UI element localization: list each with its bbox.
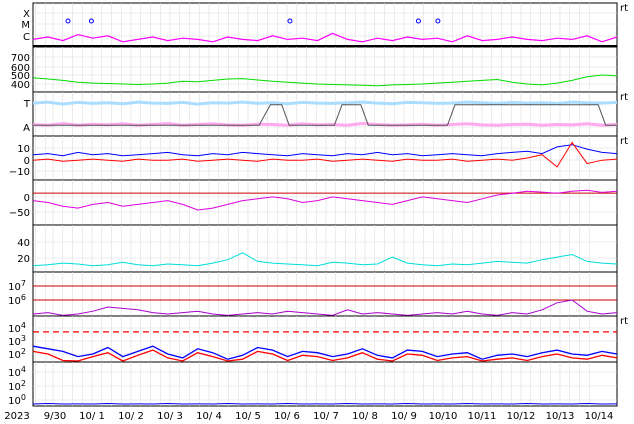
y-tick-label: 20 (17, 254, 30, 265)
series-line (33, 104, 617, 126)
y-tick-label: 102 (8, 379, 26, 393)
event-marker (287, 18, 293, 24)
y-tick-label: 100 (8, 393, 26, 407)
event-marker (435, 18, 441, 24)
series-line (32, 402, 618, 405)
y-tick-label: 103 (8, 334, 26, 348)
panel-frame (32, 361, 618, 407)
y-tick-label: −10 (9, 167, 30, 178)
x-tick-label: 9/30 (44, 411, 66, 422)
y-tick-label: A (23, 123, 30, 134)
series-line (32, 345, 618, 360)
panel-frame (32, 179, 618, 226)
panel-frame (32, 2, 618, 48)
x-tick-label: 10/ 4 (196, 411, 222, 422)
series-line (32, 74, 618, 87)
y-tick-label: 0 (24, 156, 30, 167)
x-tick-label: 10/ 2 (118, 411, 144, 422)
y-tick-label: −50 (9, 208, 30, 219)
panel-frame (32, 135, 618, 181)
series-line (32, 100, 618, 106)
series-line (32, 349, 618, 362)
series-line (32, 32, 618, 43)
x-tick-label: 2023 (4, 411, 29, 422)
event-marker (65, 18, 71, 24)
event-marker (415, 18, 421, 24)
y-tick-label: X (23, 9, 30, 20)
y-tick-label: 500 (11, 71, 30, 82)
panel-ta: T Art (23, 91, 628, 137)
y-tick-label: 104 (8, 365, 26, 379)
x-tick-label: 10/ 8 (352, 411, 378, 422)
panel-frame (32, 91, 618, 137)
panel-frame (32, 271, 618, 317)
y-tick-label: 10 (17, 144, 30, 155)
y-tick-label: 107 (8, 279, 26, 293)
x-tick-label: 10/12 (507, 411, 536, 422)
series-line (32, 189, 618, 211)
y-tick-label: T (23, 99, 31, 110)
y-tick-label: 104 (8, 321, 26, 335)
x-tick-label: 10/14 (585, 411, 614, 422)
x-tick-label: 10/11 (468, 411, 497, 422)
x-tick-label: 10/ 1 (79, 411, 105, 422)
x-tick-label: 10/ 5 (235, 411, 261, 422)
series-line (32, 144, 618, 157)
panel-angle: 0−50 (9, 179, 618, 226)
panel-components: 100−10 rt (9, 135, 628, 181)
y-tick-label: M (21, 20, 30, 31)
x-tick-label: 10/ 7 (313, 411, 339, 422)
right-marker: rt (620, 3, 628, 14)
panel-frame (32, 46, 618, 93)
y-tick-label: 0 (24, 193, 30, 204)
event-marker (88, 18, 94, 24)
y-tick-label: 106 (8, 293, 26, 307)
x-tick-label: 10/ 3 (157, 411, 183, 422)
x-tick-label: 10/ 6 (274, 411, 300, 422)
x-tick-label: 10/ 9 (391, 411, 417, 422)
y-tick-label: 600 (11, 63, 30, 74)
right-marker: rt (620, 92, 628, 103)
series-line (32, 252, 618, 267)
series-line (32, 299, 618, 316)
right-marker: rt (620, 136, 628, 147)
series-line (32, 141, 618, 168)
y-tick-label: 40 (17, 238, 30, 249)
x-tick-label: 10/10 (429, 411, 458, 422)
panel-frame (32, 224, 618, 273)
right-marker: rt (620, 316, 628, 327)
x-tick-label: 10/13 (546, 411, 575, 422)
y-tick-label: 102 (8, 347, 26, 361)
y-tick-label: 400 (11, 80, 30, 91)
y-tick-label: 700 (11, 53, 30, 64)
y-tick-label: C (23, 32, 30, 43)
